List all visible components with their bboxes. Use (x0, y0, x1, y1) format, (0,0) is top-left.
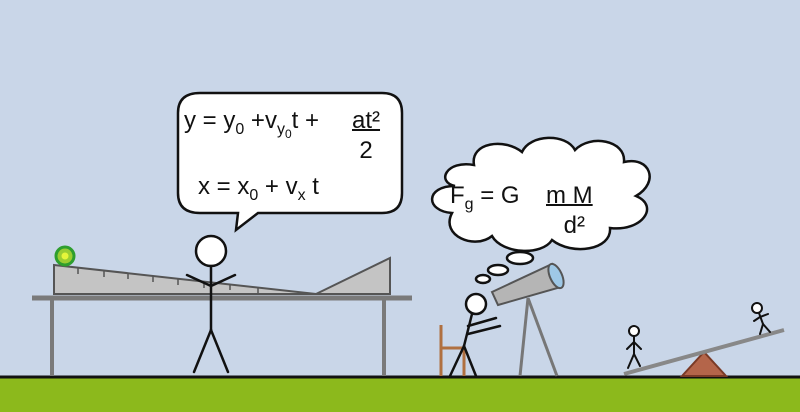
gravity-equals-g: = G (473, 182, 520, 209)
eq-y0-subscript: 0 (235, 121, 245, 138)
gravity-force-symbol: F (450, 182, 465, 209)
eq-vx-subscript: x (297, 187, 306, 204)
eq-x-t: t (305, 173, 319, 200)
equation-y-position: y = y0 +vy0t + (184, 107, 319, 141)
ground (0, 376, 800, 412)
stick-figure-icon (751, 302, 771, 335)
eq-t-plus: t + (291, 107, 319, 134)
eq-vy0-subscript: 0 (284, 127, 292, 141)
speech-bubble (176, 91, 404, 233)
eq-x-plus-v: + v (258, 173, 298, 200)
wedge-ramp (315, 256, 391, 295)
stick-figure-icon (448, 292, 502, 378)
chair-icon (439, 325, 466, 376)
gravity-numerator: m M (546, 182, 593, 209)
fraction-numerator: at² (352, 107, 381, 134)
fraction-mM-over-d2: m M d² (546, 184, 593, 238)
equation-x-position: x = x0 + vx t (198, 175, 319, 204)
telescope-icon (490, 262, 565, 377)
stick-figure-icon (626, 325, 642, 369)
seesaw-icon (623, 328, 785, 377)
stick-figure-icon (185, 234, 237, 374)
thought-bubble (430, 136, 651, 285)
fraction-denominator: 2 (359, 137, 373, 164)
fraction-at2-over-2: at² 2 (352, 109, 380, 163)
eq-plus-v: +v (244, 107, 277, 134)
eq-x0-subscript: 0 (249, 187, 259, 204)
eq-vy-subscript: y (276, 121, 285, 138)
ramp-icon (53, 263, 317, 295)
ball-icon (54, 245, 76, 267)
eq-y-lhs: y = y (184, 107, 236, 134)
equation-gravity: Fg = G (450, 184, 520, 213)
table-icon (32, 295, 412, 376)
gravity-force-subscript: g (464, 196, 474, 213)
eq-x-lhs: x = x (198, 173, 250, 200)
gravity-denominator: d² (563, 212, 585, 239)
